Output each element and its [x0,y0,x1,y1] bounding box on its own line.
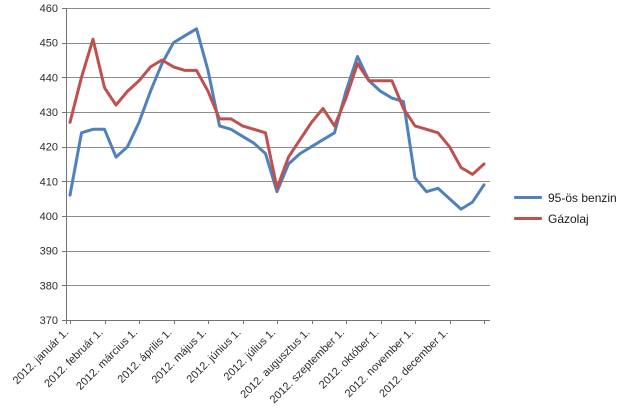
y-tick-label: 380 [40,280,58,292]
legend-item-benzin[interactable]: 95-ös benzin [514,187,617,208]
legend-line-swatch-gazolaj [514,217,542,220]
series-lines [68,27,486,211]
x-axis-labels: 2012. január 1.2012. február 1.2012. már… [11,327,451,406]
axes [62,8,490,324]
y-tick-label: 450 [40,38,58,50]
y-tick-label: 400 [40,211,58,223]
y-tick-label: 410 [40,176,58,188]
y-tick-label: 390 [40,246,58,258]
legend-item-gazolaj[interactable]: Gázolaj [514,208,617,229]
x-tick-label: 2012. december 1. [377,327,450,400]
y-tick-label: 440 [40,72,58,84]
legend-line-swatch-benzin [514,196,542,199]
gridlines [66,8,490,286]
legend-label-gazolaj: Gázolaj [548,211,589,226]
y-tick-label: 460 [40,3,58,15]
y-tick-label: 430 [40,107,58,119]
series-line-gazolaj[interactable] [68,37,486,190]
y-tick-label: 370 [40,315,58,327]
x-tick-label: 2012. február 1. [42,327,105,390]
x-tick-label: 2012. október 1. [317,327,382,392]
y-tick-label: 420 [40,142,58,154]
x-tick-label: 2012. március 1. [74,327,140,393]
series-line-benzin[interactable] [68,27,486,211]
chart-legend: 95-ös benzin Gázolaj [514,187,617,229]
y-axis-labels: 370 380 390 400 410 420 430 440 450 460 [40,3,58,327]
legend-label-benzin: 95-ös benzin [548,190,617,205]
